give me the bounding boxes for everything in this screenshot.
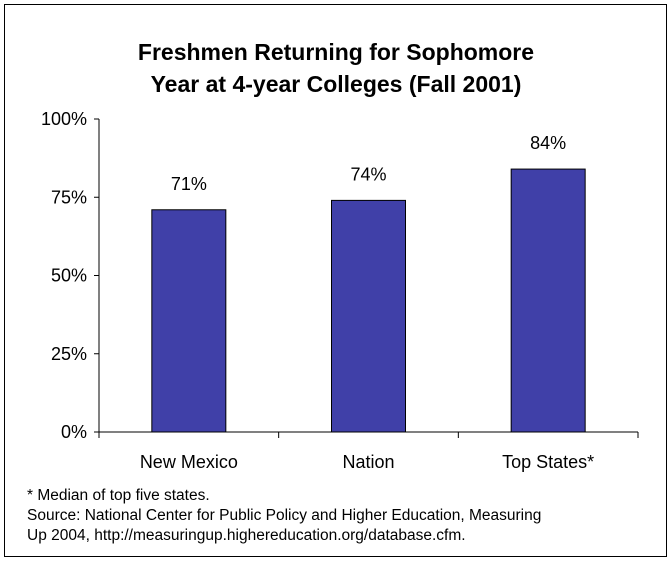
bars — [151, 168, 586, 433]
y-tick-label: 0% — [61, 422, 87, 442]
bar-value-label: 71% — [171, 174, 207, 194]
y-tick-label: 50% — [51, 266, 87, 286]
footnote-source-line-1: Source: National Center for Public Polic… — [27, 507, 542, 524]
chart-title-line-1: Freshmen Returning for Sophomore — [137, 39, 535, 65]
y-tick-label: 100% — [41, 109, 87, 129]
bar — [151, 209, 227, 433]
footnote-source-line-2: Up 2004, http://measuringup.highereducat… — [27, 527, 466, 544]
footnotes: * Median of top five states. Source: Nat… — [27, 486, 657, 546]
footnote-median: * Median of top five states. — [27, 487, 210, 504]
y-tick-label: 25% — [51, 344, 87, 364]
x-tick-label: New Mexico — [140, 452, 238, 472]
data-labels: 71% 74% 84% — [171, 133, 566, 194]
x-tick-label: Top States* — [502, 452, 594, 472]
bar — [510, 168, 586, 433]
chart-title-line-2: Year at 4-year Colleges (Fall 2001) — [150, 71, 522, 97]
bar-value-label: 74% — [350, 164, 386, 184]
bar — [331, 199, 406, 433]
chart-title: Freshmen Returning for Sophomore Year at… — [0, 36, 672, 100]
x-axis: New Mexico Nation Top States* — [98, 431, 639, 472]
chart-frame — [4, 4, 667, 557]
x-tick-label: Nation — [342, 452, 394, 472]
y-tick-label: 75% — [51, 187, 87, 207]
y-axis: 0% 25% 50% 75% 100% — [41, 109, 100, 442]
bar-value-label: 84% — [530, 133, 566, 153]
